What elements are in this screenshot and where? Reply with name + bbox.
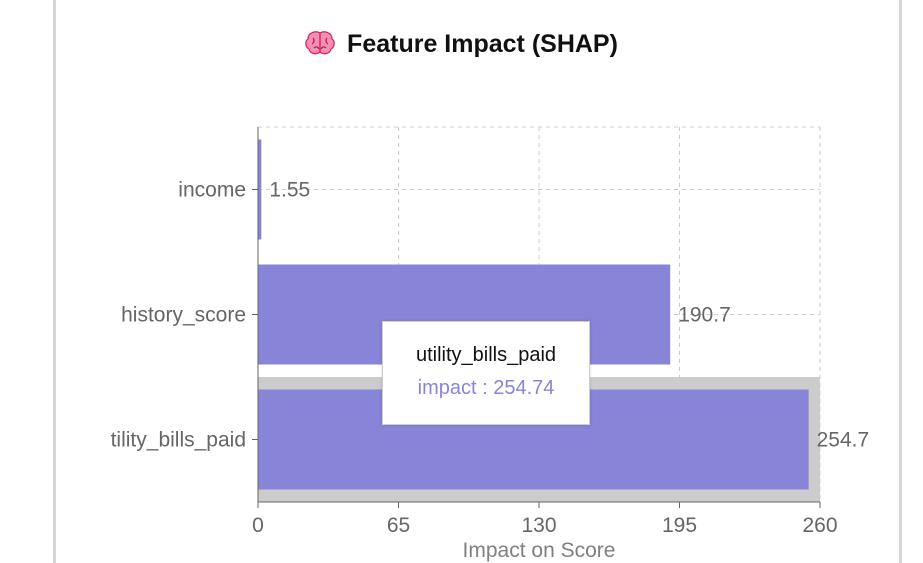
- brain-icon: [305, 30, 335, 56]
- value-label: 190.7: [678, 304, 731, 327]
- y-tick-label: tility_bills_paid: [111, 429, 246, 452]
- x-tick-label: 260: [802, 514, 837, 537]
- left-panel-border: [53, 0, 56, 563]
- x-tick-label: 130: [521, 514, 556, 537]
- x-tick-label: 65: [387, 514, 410, 537]
- ticks: 0 65 130 195 260 income history_score tility_bi…: [111, 179, 838, 538]
- chart-title: Feature Impact (SHAP): [0, 30, 923, 59]
- x-tick-label: 0: [252, 514, 264, 537]
- value-labels: 1.55 190.7 254.7: [269, 179, 869, 452]
- x-axis-label: Impact on Score: [463, 539, 616, 562]
- x-tick-label: 195: [662, 514, 697, 537]
- tooltip-value: impact : 254.74: [417, 377, 555, 399]
- y-tick-label: history_score: [121, 304, 246, 327]
- tooltip: utility_bills_paid impact : 254.74: [382, 321, 590, 425]
- value-label: 254.7: [817, 429, 870, 452]
- bar-income: [258, 139, 262, 240]
- tooltip-name: utility_bills_paid: [415, 344, 557, 366]
- chart-title-text: Feature Impact (SHAP): [347, 30, 618, 58]
- value-label: 1.55: [269, 179, 310, 202]
- right-panel-border: [899, 0, 902, 563]
- y-tick-label: income: [178, 179, 246, 202]
